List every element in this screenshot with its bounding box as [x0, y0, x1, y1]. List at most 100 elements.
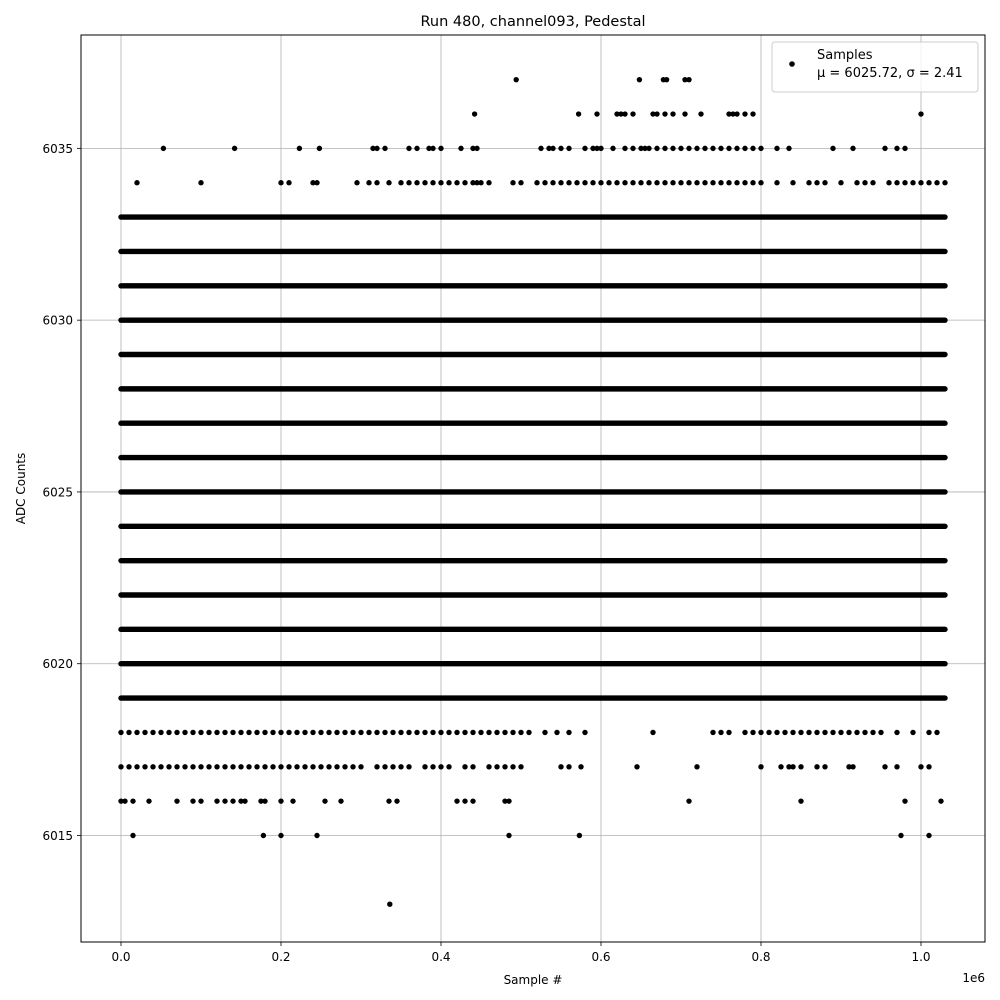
data-point — [850, 145, 856, 152]
data-point — [582, 180, 588, 186]
data-point — [126, 729, 132, 736]
data-point — [518, 764, 524, 770]
y-tick-label: 6030 — [42, 314, 73, 328]
data-point — [142, 729, 148, 736]
data-point — [926, 729, 932, 736]
data-point — [630, 180, 636, 186]
data-point — [786, 764, 792, 770]
data-point — [314, 832, 320, 839]
data-point — [686, 180, 692, 186]
data-point — [622, 180, 628, 186]
data-point — [130, 798, 136, 804]
y-axis-label: ADC Counts — [14, 453, 28, 525]
data-point — [654, 145, 660, 152]
data-point — [682, 76, 688, 83]
data-point — [610, 145, 616, 152]
data-point — [798, 798, 804, 804]
data-point — [470, 798, 476, 804]
data-point — [406, 180, 412, 186]
data-point — [262, 798, 268, 804]
data-point — [662, 145, 668, 152]
data-point — [742, 180, 748, 186]
data-point — [550, 145, 556, 152]
data-point — [718, 145, 724, 152]
data-point — [830, 729, 836, 736]
data-point — [278, 832, 284, 839]
data-point — [446, 180, 452, 186]
data-point — [574, 180, 580, 186]
data-point — [566, 729, 572, 736]
data-point — [326, 764, 332, 770]
data-point — [513, 76, 519, 83]
data-point — [726, 111, 732, 117]
data-point — [546, 145, 552, 152]
data-point — [242, 798, 248, 804]
data-point — [682, 111, 688, 117]
y-axis-ticks: 6015 6020 6025 6030 6035 — [42, 142, 81, 843]
data-point — [814, 180, 820, 186]
data-point — [296, 145, 303, 152]
data-point — [590, 180, 596, 186]
data-point — [786, 145, 792, 152]
data-point — [462, 180, 468, 186]
data-point — [366, 729, 372, 736]
data-point — [258, 798, 264, 804]
data-point — [438, 180, 444, 186]
data-point — [231, 145, 238, 152]
data-point — [246, 729, 252, 736]
data-point — [558, 764, 564, 770]
data-point — [358, 729, 364, 736]
data-point — [414, 180, 420, 186]
data-point — [122, 798, 128, 804]
data-point — [390, 764, 396, 770]
data-point — [438, 764, 444, 770]
data-point — [630, 111, 636, 117]
data-point — [454, 729, 460, 736]
data-point — [686, 798, 692, 804]
data-point — [686, 145, 692, 152]
data-point — [750, 729, 756, 736]
legend: Samples μ = 6025.72, σ = 2.41 — [771, 41, 979, 93]
data-point — [734, 180, 740, 186]
data-point — [214, 798, 220, 804]
data-point — [502, 798, 508, 804]
data-point — [750, 180, 756, 186]
data-point — [238, 764, 244, 770]
data-point — [174, 764, 180, 770]
data-point — [510, 180, 516, 186]
data-point — [798, 764, 804, 770]
data-point — [310, 764, 316, 770]
data-point — [718, 729, 724, 736]
data-point — [190, 764, 196, 770]
data-point — [838, 180, 844, 186]
x-tick-label: 1.0 — [911, 950, 930, 964]
data-point — [758, 180, 764, 186]
data-point — [790, 729, 796, 736]
data-point — [606, 180, 612, 186]
data-point — [846, 729, 852, 736]
data-point — [630, 145, 636, 152]
data-point — [438, 145, 444, 152]
data-point — [142, 764, 148, 770]
data-point — [470, 729, 476, 736]
data-point — [882, 764, 888, 770]
data-point — [478, 729, 484, 736]
data-point — [406, 145, 412, 152]
data-point — [870, 729, 876, 736]
data-point — [894, 145, 900, 152]
data-point — [798, 729, 804, 736]
data-point — [646, 180, 652, 186]
data-point — [470, 145, 476, 152]
chart-title: Run 480, channel093, Pedestal — [420, 14, 645, 30]
data-point — [462, 798, 468, 804]
data-point — [822, 180, 828, 186]
data-point — [638, 180, 644, 186]
data-point — [150, 764, 156, 770]
data-point — [430, 764, 436, 770]
data-point — [158, 729, 164, 736]
data-point — [222, 764, 228, 770]
data-point — [734, 145, 740, 152]
data-point — [594, 145, 600, 152]
data-point — [158, 764, 164, 770]
data-point — [882, 145, 888, 152]
